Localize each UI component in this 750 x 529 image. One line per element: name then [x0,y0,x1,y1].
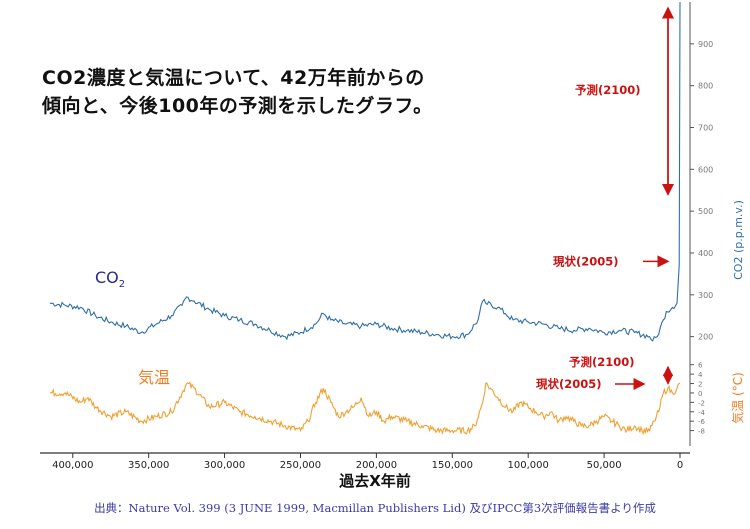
temp-y-tick-label: 2 [698,381,702,389]
temp-current-label: 現状(2005) [536,377,602,391]
co2-y-tick-label: 800 [698,82,713,91]
x-tick-label: 0 [677,460,683,471]
co2-series-label: CO2 [95,268,125,290]
x-tick-label: 400,000 [52,460,93,471]
temp-y-tick-label: -6 [698,418,706,426]
temp-y-tick-label: 4 [698,371,703,379]
x-tick-label: 300,000 [204,460,245,471]
co2-label-main: CO [95,268,119,287]
temp-series-label: 気温 [138,368,170,387]
caption-line-2: 傾向と、今後100年の予測を示したグラフ。 [42,95,433,117]
temp-y-tick-label: -8 [698,428,705,436]
co2-y-tick-label: 500 [698,207,713,216]
co2-current-label: 現状(2005) [553,254,619,268]
x-tick-label: 350,000 [128,460,169,471]
caption-line-1: CO2濃度と気温について、42万年前からの [42,67,425,89]
temp-y-tick-label: -2 [698,399,705,407]
co2-axis-title: CO2 (p.p.m.v.) [732,200,745,280]
co2-label-sub: 2 [119,279,125,290]
temp-y-tick-label: -4 [698,409,706,417]
co2-y-tick-label: 200 [698,333,713,342]
source-citation: 出典：Nature Vol. 399 (3 JUNE 1999, Macmill… [94,501,656,515]
temp-forecast-label: 予測(2100) [569,355,635,369]
co2-forecast-label: 予測(2100) [575,83,641,97]
co2-y-tick-label: 400 [698,249,713,258]
co2-y-tick-label: 300 [698,291,713,300]
x-tick-label: 250,000 [280,460,321,471]
co2-y-tick-label: 700 [698,123,713,132]
temp-axis-title: 気温 (°C) [730,372,745,424]
temp-series-line [49,381,681,436]
x-tick-label: 150,000 [432,460,473,471]
x-axis-title: 過去X年前 [339,472,411,490]
co2-y-tick-label: 600 [698,165,713,174]
x-tick-label: 200,000 [356,460,397,471]
co2-y-tick-label: 900 [698,40,713,49]
temp-y-tick-label: 0 [698,390,702,398]
x-tick-label: 50,000 [587,460,622,471]
x-tick-label: 100,000 [508,460,549,471]
temp-y-tick-label: 6 [698,362,703,370]
co2-series-line [49,1,681,342]
